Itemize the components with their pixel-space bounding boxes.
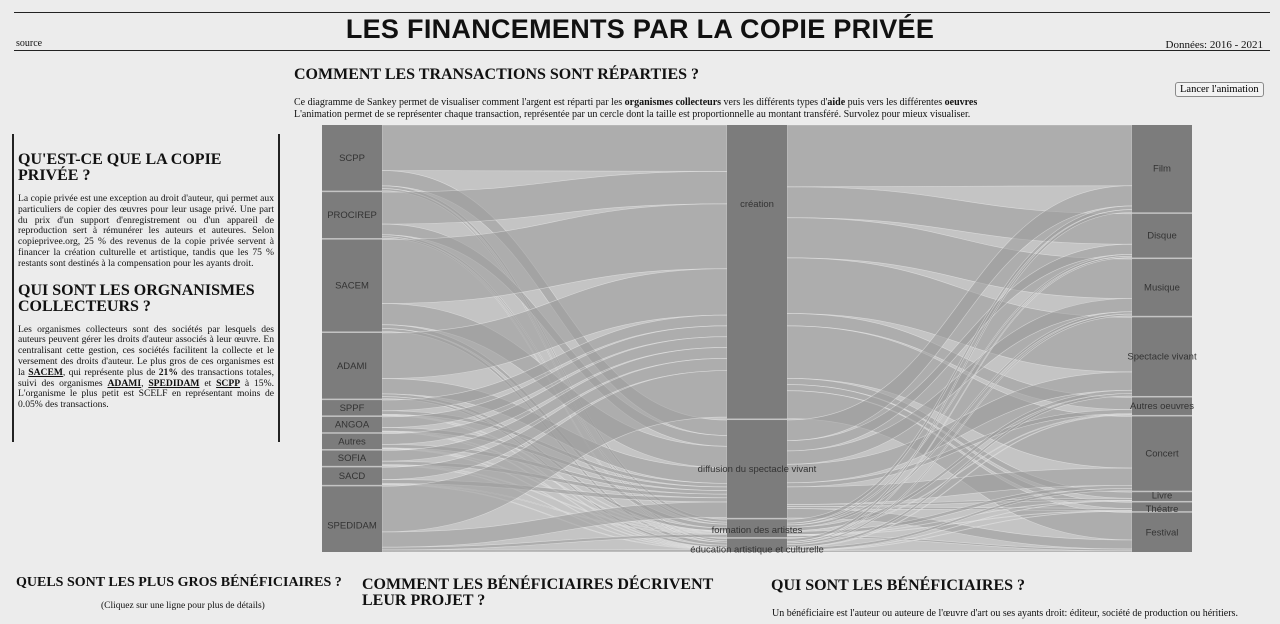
sankey-node-formation-des-artistes[interactable] xyxy=(727,519,787,538)
spedidam-link[interactable]: SPEDIDAM xyxy=(148,377,200,389)
sankey-description: Ce diagramme de Sankey permet de visuali… xyxy=(294,97,978,120)
sankey-node-livre[interactable] xyxy=(1132,492,1192,501)
sankey-node-festival[interactable] xyxy=(1132,512,1192,552)
sankey-label-film: Film xyxy=(1153,164,1171,175)
sankey-node-éducation-artistique-et-culturelle[interactable] xyxy=(727,538,787,552)
sankey-link[interactable] xyxy=(786,255,1133,544)
sankey-label-procirep: PROCIREP xyxy=(327,210,377,221)
sankey-link[interactable] xyxy=(786,488,1133,551)
copie-privee-text: La copie privée est une exception au dro… xyxy=(18,193,274,269)
sankey-node-théatre[interactable] xyxy=(1132,502,1192,512)
sankey-node-adami[interactable] xyxy=(322,332,382,399)
sankey-node-diffusion-du-spectacle-vivant[interactable] xyxy=(727,420,787,518)
sankey-node-scpp[interactable] xyxy=(322,125,382,191)
sankey-heading: COMMENT LES TRANSACTIONS SONT RÉPARTIES … xyxy=(294,66,700,83)
copie-privee-heading: QU'EST-CE QUE LA COPIE PRIVÉE ? xyxy=(18,151,222,184)
sankey-label-spectacle-vivant: Spectacle vivant xyxy=(1127,352,1197,363)
sankey-node-spectacle-vivant[interactable] xyxy=(1132,317,1192,396)
sankey-label-adami: ADAMI xyxy=(337,361,367,372)
sankey-node-sofia[interactable] xyxy=(322,450,382,466)
header-rule xyxy=(14,50,1270,51)
adami-link[interactable]: ADAMI xyxy=(107,377,142,389)
sankey-label-sacem: SACEM xyxy=(335,281,369,292)
sankey-label-sppf: SPPF xyxy=(340,403,365,414)
sankey-label-création: création xyxy=(740,199,774,210)
sankey-link[interactable] xyxy=(381,124,728,172)
top-beneficiaries-heading: QUELS SONT LES PLUS GROS BÉNÉFICIAIRES ? xyxy=(16,575,342,590)
sankey-link[interactable] xyxy=(786,393,1133,548)
data-years: Données: 2016 - 2021 xyxy=(1165,39,1263,51)
sankey-label-concert: Concert xyxy=(1145,449,1179,460)
sankey-nodes xyxy=(322,125,1192,552)
sankey-link[interactable] xyxy=(786,550,1133,553)
sankey-label-spedidam: SPEDIDAM xyxy=(327,521,377,532)
sankey-label-angoa: ANGOA xyxy=(335,420,370,431)
page-title: LES FINANCEMENTS PAR LA COPIE PRIVÉE xyxy=(345,14,935,44)
sankey-label-autres-oeuvres: Autres oeuvres xyxy=(1130,401,1194,412)
sankey-node-film[interactable] xyxy=(1132,125,1192,213)
sacem-link[interactable]: SACEM xyxy=(28,366,63,378)
launch-animation-button[interactable]: Lancer l'animation xyxy=(1175,82,1264,97)
sankey-node-spedidam[interactable] xyxy=(322,486,382,552)
sankey-label-éducation-artistique-et-culturelle: éducation artistique et culturelle xyxy=(690,544,824,555)
sankey-label-diffusion-du-spectacle-vivant: diffusion du spectacle vivant xyxy=(698,464,817,475)
organismes-heading: QUI SONT LES ORGNANISMES COLLECTEURS ? xyxy=(18,281,255,315)
sankey-labels: SCPP PROCIREP SACEM ADAMI SPPF ANGOA Autres SOF… xyxy=(327,153,1197,556)
sankey-label-sacd: SACD xyxy=(339,471,366,482)
who-beneficiaries-heading: QUI SONT LES BÉNÉFICIAIRES ? xyxy=(771,577,1026,594)
sankey-node-autres[interactable] xyxy=(322,433,382,450)
sankey-link[interactable] xyxy=(381,549,728,553)
project-description-heading: COMMENT LES BÉNÉFICIAIRES DÉCRIVENT LEUR… xyxy=(362,576,714,609)
sankey-node-concert[interactable] xyxy=(1132,416,1192,491)
top-rule xyxy=(14,12,1270,13)
sankey-node-procirep[interactable] xyxy=(322,192,382,239)
sankey-node-création[interactable] xyxy=(727,125,787,419)
sankey-node-disque[interactable] xyxy=(1132,213,1192,258)
sankey-node-sacem[interactable] xyxy=(322,239,382,332)
sankey-links xyxy=(381,124,1133,553)
sankey-label-théatre: Théatre xyxy=(1146,504,1179,515)
sankey-node-sacd[interactable] xyxy=(322,467,382,485)
sankey-label-livre: Livre xyxy=(1152,491,1173,502)
sankey-node-autres-oeuvres[interactable] xyxy=(1132,397,1192,415)
sankey-node-sppf[interactable] xyxy=(322,400,382,416)
sankey-label-sofia: SOFIA xyxy=(338,453,367,464)
who-beneficiaries-text: Un bénéficiaire est l'auteur ou auteure … xyxy=(772,608,1238,619)
top-beneficiaries-hint: (Cliquez sur une ligne pour plus de déta… xyxy=(101,601,265,611)
sankey-label-scpp: SCPP xyxy=(339,153,365,164)
sankey-label-formation-des-artistes: formation des artistes xyxy=(712,525,803,536)
source-link[interactable]: source xyxy=(16,38,43,49)
scpp-link[interactable]: SCPP xyxy=(216,377,241,389)
sankey-label-autres: Autres xyxy=(338,436,366,447)
sankey-node-angoa[interactable] xyxy=(322,416,382,433)
info-panel: QU'EST-CE QUE LA COPIE PRIVÉE ? La copie… xyxy=(12,134,280,442)
sankey-node-musique[interactable] xyxy=(1132,259,1192,316)
sankey-label-disque: Disque xyxy=(1147,231,1177,242)
sankey-link[interactable] xyxy=(786,124,1133,188)
sankey-label-musique: Musique xyxy=(1144,282,1180,293)
sankey-label-festival: Festival xyxy=(1146,527,1179,538)
organismes-text: Les organismes collecteurs sont des soci… xyxy=(18,323,274,411)
